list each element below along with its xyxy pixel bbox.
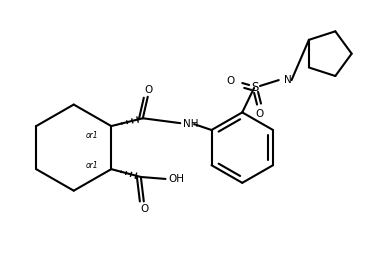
Text: OH: OH xyxy=(169,174,184,184)
Text: O: O xyxy=(255,109,263,119)
Text: S: S xyxy=(252,81,259,94)
Text: O: O xyxy=(141,204,149,214)
Text: O: O xyxy=(145,85,153,95)
Text: NH: NH xyxy=(183,119,199,129)
Text: or1: or1 xyxy=(86,131,98,140)
Text: or1: or1 xyxy=(86,161,98,170)
Text: O: O xyxy=(226,76,235,86)
Text: N: N xyxy=(284,75,291,85)
